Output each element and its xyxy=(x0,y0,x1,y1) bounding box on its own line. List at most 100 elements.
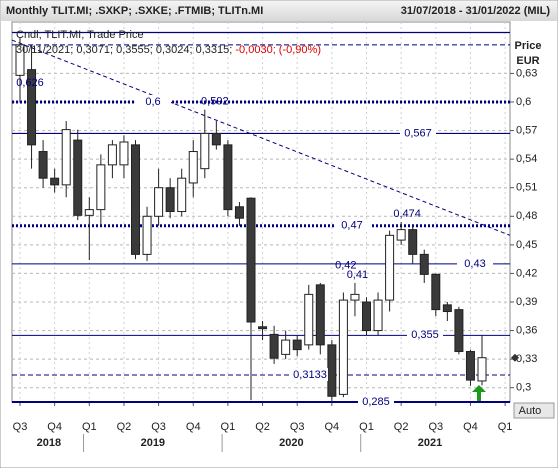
extreme-label: 0,592 xyxy=(201,96,229,108)
level-label: 0,47 xyxy=(341,220,362,232)
candle-body xyxy=(362,301,371,332)
y-tick-label: 0,42 xyxy=(516,267,537,279)
level-label-bg xyxy=(358,395,394,408)
auto-button-label[interactable]: Auto xyxy=(519,405,542,417)
candle-body xyxy=(292,339,302,351)
level-label: 0,355 xyxy=(411,329,439,341)
level-label-bg xyxy=(407,328,443,342)
y-tick-label: 0,48 xyxy=(516,210,537,222)
candle-body xyxy=(338,299,348,395)
labels: 0,63 0,6 0,57 0,54 0,51 0,48 0,45 0,42 0,39 0,36 0… xyxy=(13,67,538,449)
date-range: 31/07/2018 - 31/01/2022 (MIL) xyxy=(401,5,551,17)
candle-body xyxy=(177,177,187,213)
candle-body xyxy=(304,293,314,346)
level-label-bg xyxy=(457,256,493,270)
candle-body xyxy=(385,234,395,301)
level-label: 0,43 xyxy=(464,258,485,270)
level-label-bg xyxy=(135,95,171,108)
x-tick-label: Q3 xyxy=(428,421,443,433)
quote-change: -0,0030; (-0,90%) xyxy=(235,44,321,56)
candle-body xyxy=(73,139,83,216)
y-tick-label: 0,45 xyxy=(516,239,537,251)
year-label: 2018 xyxy=(37,437,61,449)
chart-title: Monthly TLIT.MI; .SXKP; .SXKE; .FTMIB; T… xyxy=(6,5,263,17)
extreme-label: 0,42 xyxy=(335,259,356,271)
candle-body xyxy=(107,144,117,166)
y-tick-label: 0,51 xyxy=(516,182,537,194)
candle-body xyxy=(61,129,71,186)
candle-body xyxy=(27,69,37,146)
last-quote: 30/11/2021; 0,3071; 0,3555; 0,3024; 0,33… xyxy=(16,44,321,56)
candle-body xyxy=(234,206,244,219)
candle-body xyxy=(281,339,291,355)
legend-line: Cndl; TLIT.MI; Trade Price xyxy=(16,29,144,41)
y-axis-unit: EUR xyxy=(516,55,539,67)
candle-body xyxy=(454,309,464,353)
candle-body xyxy=(96,164,106,211)
quote-values: 30/11/2021; 0,3071; 0,3555; 0,3024; 0,33… xyxy=(16,44,235,56)
candle-body xyxy=(119,141,129,166)
candle-body xyxy=(50,177,60,186)
x-tick-label: Q3 xyxy=(290,421,305,433)
candle-body xyxy=(431,273,441,311)
candle-body xyxy=(350,293,360,301)
signal-arrow xyxy=(472,385,486,401)
candle-body xyxy=(408,229,418,255)
candle-body xyxy=(131,144,140,255)
year-label: 2019 xyxy=(141,437,165,449)
candle-body xyxy=(419,253,429,275)
x-tick-label: Q2 xyxy=(255,421,270,433)
candle-body xyxy=(373,299,383,332)
candle-body xyxy=(211,132,221,146)
extreme-label: 0,474 xyxy=(393,208,421,220)
candle-body xyxy=(15,44,25,76)
x-tick-label: Q3 xyxy=(151,421,166,433)
trendline xyxy=(11,39,511,236)
x-tick-label: Q4 xyxy=(325,421,340,433)
year-label: 2020 xyxy=(279,437,303,449)
candle-body xyxy=(258,326,268,330)
level-label: 0,567 xyxy=(404,127,432,139)
x-tick-label: Q2 xyxy=(394,421,409,433)
candle-body xyxy=(396,229,406,241)
candle-body xyxy=(477,357,487,382)
auto-button[interactable] xyxy=(513,402,555,419)
level-label-bg xyxy=(334,218,370,232)
level-label: 0,6 xyxy=(145,96,160,108)
candle-body xyxy=(246,197,256,323)
x-tick-label: Q1 xyxy=(221,421,236,433)
y-axis-title: Price xyxy=(515,40,542,52)
y-tick-label: 0,33 xyxy=(516,353,537,365)
level-label-bg xyxy=(292,368,328,382)
candle-body xyxy=(165,187,175,213)
candle-body xyxy=(223,144,233,211)
x-tick-label: Q2 xyxy=(117,421,132,433)
y-tick-label: 0,39 xyxy=(516,296,537,308)
candle-body xyxy=(142,215,152,255)
level-label: 0,3133 xyxy=(293,369,327,381)
x-tick-label: Q1 xyxy=(498,421,513,433)
y-tick-label: 0,6 xyxy=(516,96,531,108)
y-tick-label: 0,3 xyxy=(516,382,531,394)
x-tick-label: Q4 xyxy=(47,421,62,433)
x-tick-label: Q1 xyxy=(82,421,97,433)
x-tick-label: Q1 xyxy=(359,421,374,433)
candle-body xyxy=(327,344,337,397)
level-label: 0,285 xyxy=(362,396,390,408)
header-bar xyxy=(1,1,557,21)
candle-body xyxy=(442,304,452,313)
extreme-label: 0,626 xyxy=(16,77,44,89)
level-label-bg xyxy=(400,126,436,140)
x-tick-label: Q4 xyxy=(186,421,201,433)
x-tick-label: Q3 xyxy=(13,421,28,433)
candle-body xyxy=(84,209,94,216)
candle-body xyxy=(154,187,164,217)
y-tick-label: 0,54 xyxy=(516,153,537,165)
candle-body xyxy=(200,132,210,170)
y-tick-label: 0,57 xyxy=(516,124,537,136)
candle-body xyxy=(188,151,198,184)
last-price-marker xyxy=(511,353,519,362)
candle-body xyxy=(465,351,475,381)
candle-body xyxy=(38,151,48,179)
